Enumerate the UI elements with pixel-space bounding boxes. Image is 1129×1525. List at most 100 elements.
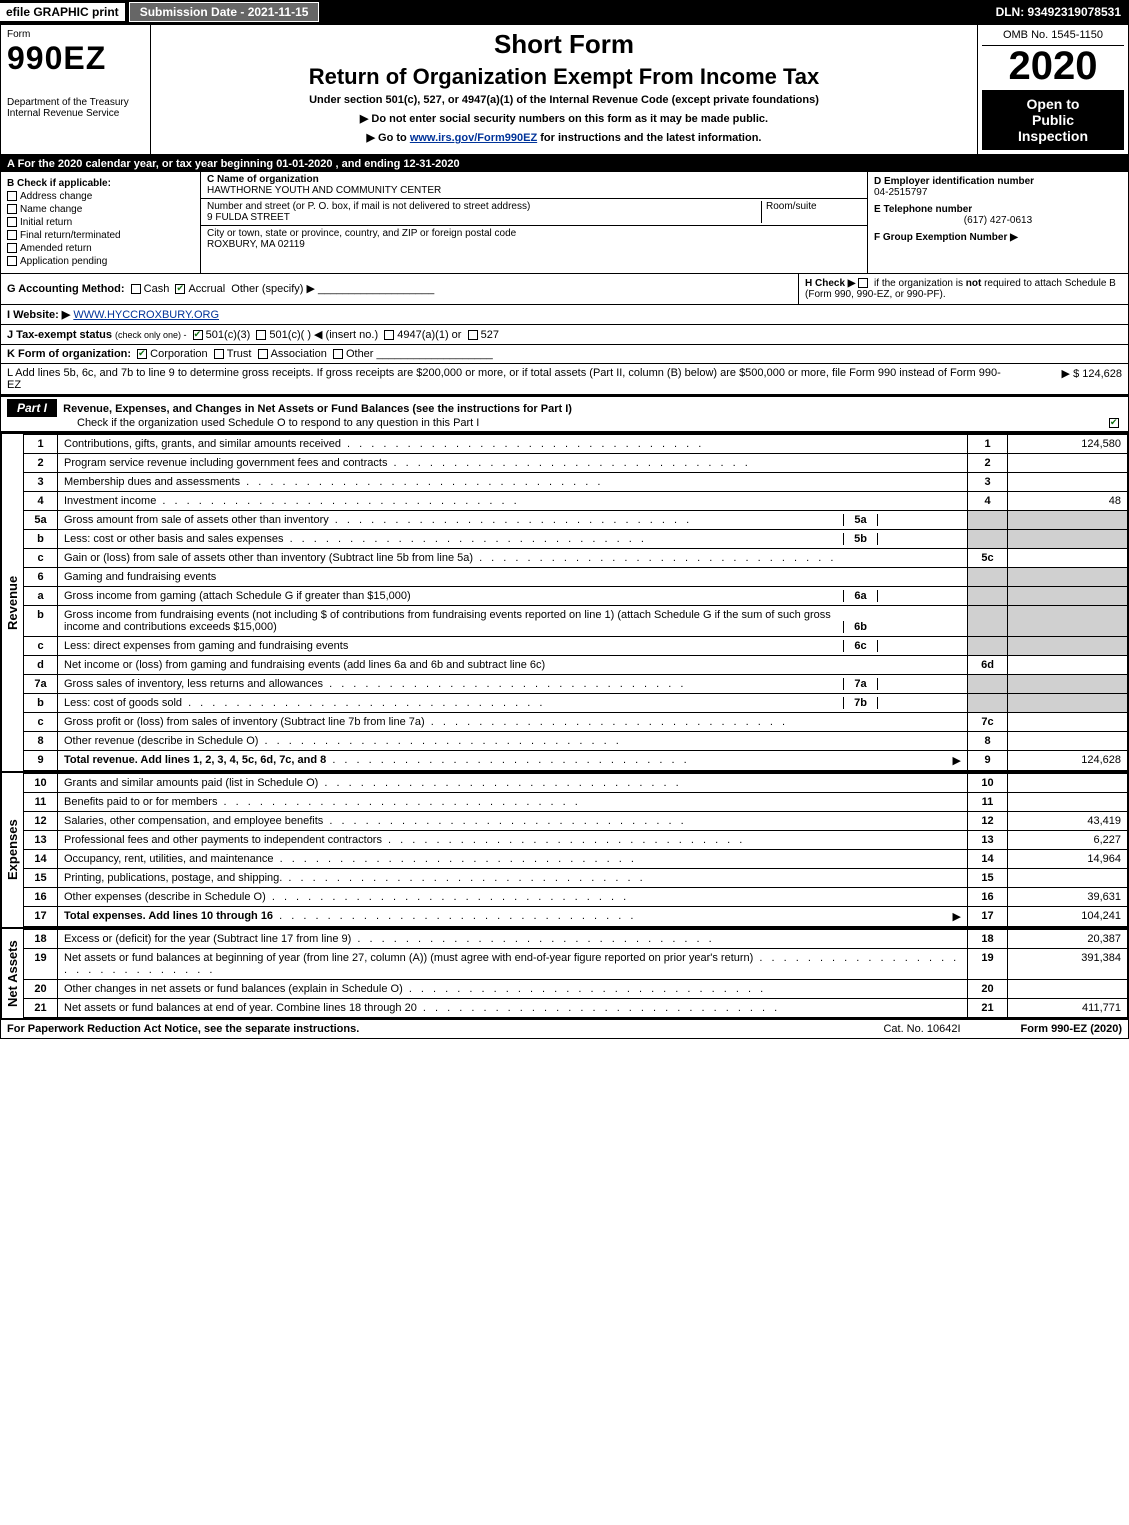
lbl-corp: Corporation <box>150 348 207 360</box>
expenses-table: 10Grants and similar amounts paid (list … <box>23 773 1128 927</box>
check-other-org[interactable] <box>333 349 343 359</box>
efile-button[interactable]: efile GRAPHIC print <box>0 3 125 21</box>
lbl-accrual: Accrual <box>188 283 225 295</box>
line-15: 15Printing, publications, postage, and s… <box>24 869 1128 888</box>
city: ROXBURY, MA 02119 <box>207 239 305 250</box>
line-13: 13Professional fees and other payments t… <box>24 831 1128 850</box>
irs-label: Internal Revenue Service <box>7 108 144 119</box>
line-2: 2Program service revenue including gover… <box>24 454 1128 473</box>
line-6c: cLess: direct expenses from gaming and f… <box>24 637 1128 656</box>
l-text: L Add lines 5b, 6c, and 7b to line 9 to … <box>7 367 1002 391</box>
box-b-title: B Check if applicable: <box>7 178 194 189</box>
pra-notice: For Paperwork Reduction Act Notice, see … <box>7 1023 359 1035</box>
line-18: 18Excess or (deficit) for the year (Subt… <box>24 930 1128 949</box>
row-k: K Form of organization: Corporation Trus… <box>1 345 1128 364</box>
period-strip: A For the 2020 calendar year, or tax yea… <box>1 156 1128 172</box>
org-name: HAWTHORNE YOUTH AND COMMUNITY CENTER <box>207 185 441 196</box>
website-link[interactable]: WWW.HYCCROXBURY.ORG <box>73 309 219 321</box>
check-address-change[interactable] <box>7 191 17 201</box>
box-b: B Check if applicable: Address change Na… <box>1 172 201 273</box>
j-label: J Tax-exempt status <box>7 329 112 341</box>
line-4: 4Investment income448 <box>24 492 1128 511</box>
check-501c[interactable] <box>256 330 266 340</box>
k-label: K Form of organization: <box>7 348 131 360</box>
check-amended-return[interactable] <box>7 243 17 253</box>
line-12: 12Salaries, other compensation, and empl… <box>24 812 1128 831</box>
city-label: City or town, state or province, country… <box>207 228 516 239</box>
line-6: 6Gaming and fundraising events <box>24 568 1128 587</box>
line-5c: cGain or (loss) from sale of assets othe… <box>24 549 1128 568</box>
lbl-other: Other (specify) ▶ <box>231 283 315 295</box>
line-6d: dNet income or (loss) from gaming and fu… <box>24 656 1128 675</box>
line-7c: cGross profit or (loss) from sales of in… <box>24 713 1128 732</box>
line-5b: bLess: cost or other basis and sales exp… <box>24 530 1128 549</box>
h-text1: if the organization is <box>874 278 966 289</box>
line-3: 3Membership dues and assessments3 <box>24 473 1128 492</box>
row-j: J Tax-exempt status (check only one) - 5… <box>1 325 1128 345</box>
lbl-application-pending: Application pending <box>20 256 107 267</box>
lbl-4947: 4947(a)(1) or <box>397 329 461 341</box>
lbl-other-org: Other <box>346 348 374 360</box>
short-form-title: Short Form <box>155 29 973 60</box>
check-527[interactable] <box>468 330 478 340</box>
check-schedule-o[interactable] <box>1109 418 1119 428</box>
subtitle: Under section 501(c), 527, or 4947(a)(1)… <box>155 94 973 106</box>
street: 9 FULDA STREET <box>207 212 290 223</box>
check-h[interactable] <box>858 278 868 288</box>
check-name-change[interactable] <box>7 204 17 214</box>
part1-check-line: Check if the organization used Schedule … <box>77 417 479 429</box>
row-i: I Website: ▶ WWW.HYCCROXBURY.ORG <box>1 305 1128 325</box>
form-ref: Form 990-EZ (2020) <box>1021 1023 1122 1035</box>
line-14: 14Occupancy, rent, utilities, and mainte… <box>24 850 1128 869</box>
line-9: 9Total revenue. Add lines 1, 2, 3, 4, 5c… <box>24 751 1128 771</box>
line-1: 1Contributions, gifts, grants, and simil… <box>24 435 1128 454</box>
lbl-name-change: Name change <box>20 204 82 215</box>
line-20: 20Other changes in net assets or fund ba… <box>24 980 1128 999</box>
lbl-assoc: Association <box>271 348 327 360</box>
check-initial-return[interactable] <box>7 217 17 227</box>
e-label: E Telephone number <box>874 204 1122 215</box>
phone: (617) 427-0613 <box>874 215 1122 226</box>
line-7a: 7aGross sales of inventory, less returns… <box>24 675 1128 694</box>
form-header: Form 990EZ Department of the Treasury In… <box>1 25 1128 156</box>
check-accrual[interactable] <box>175 284 185 294</box>
part1-label: Part I <box>7 399 57 417</box>
lbl-initial-return: Initial return <box>20 217 72 228</box>
line-5a: 5aGross amount from sale of assets other… <box>24 511 1128 530</box>
footer: For Paperwork Reduction Act Notice, see … <box>1 1018 1128 1038</box>
goto-suffix: for instructions and the latest informat… <box>537 132 761 144</box>
row-g-h: G Accounting Method: Cash Accrual Other … <box>1 274 1128 305</box>
form-990ez: Form 990EZ Department of the Treasury In… <box>0 24 1129 1039</box>
g-label: G Accounting Method: <box>7 283 125 295</box>
check-application-pending[interactable] <box>7 256 17 266</box>
lbl-501c: 501(c)( ) ◀ (insert no.) <box>269 329 378 341</box>
form-word: Form <box>7 29 144 40</box>
part1-header: Part I Revenue, Expenses, and Changes in… <box>1 395 1128 432</box>
line-11: 11Benefits paid to or for members11 <box>24 793 1128 812</box>
lbl-amended-return: Amended return <box>20 243 92 254</box>
line-10: 10Grants and similar amounts paid (list … <box>24 774 1128 793</box>
lbl-trust: Trust <box>227 348 252 360</box>
check-trust[interactable] <box>214 349 224 359</box>
check-corp[interactable] <box>137 349 147 359</box>
org-info-row: B Check if applicable: Address change Na… <box>1 172 1128 274</box>
row-l: L Add lines 5b, 6c, and 7b to line 9 to … <box>1 364 1128 395</box>
irs-link[interactable]: www.irs.gov/Form990EZ <box>410 132 537 144</box>
submission-date-button[interactable]: Submission Date - 2021-11-15 <box>129 2 320 22</box>
ssn-warning: ▶ Do not enter social security numbers o… <box>155 112 973 125</box>
box-c: C Name of organization HAWTHORNE YOUTH A… <box>201 172 868 273</box>
check-assoc[interactable] <box>258 349 268 359</box>
check-4947[interactable] <box>384 330 394 340</box>
cat-no: Cat. No. 10642I <box>883 1023 960 1035</box>
main-title: Return of Organization Exempt From Incom… <box>155 64 973 90</box>
open-line2: Public <box>988 112 1118 128</box>
line-8: 8Other revenue (describe in Schedule O)8 <box>24 732 1128 751</box>
j-hint: (check only one) - <box>115 330 187 340</box>
goto-prefix: ▶ Go to <box>367 132 410 144</box>
check-cash[interactable] <box>131 284 141 294</box>
i-label: I Website: ▶ <box>7 309 70 321</box>
net-assets-table: 18Excess or (deficit) for the year (Subt… <box>23 929 1128 1018</box>
open-line1: Open to <box>988 96 1118 112</box>
check-501c3[interactable] <box>193 330 203 340</box>
check-final-return[interactable] <box>7 230 17 240</box>
